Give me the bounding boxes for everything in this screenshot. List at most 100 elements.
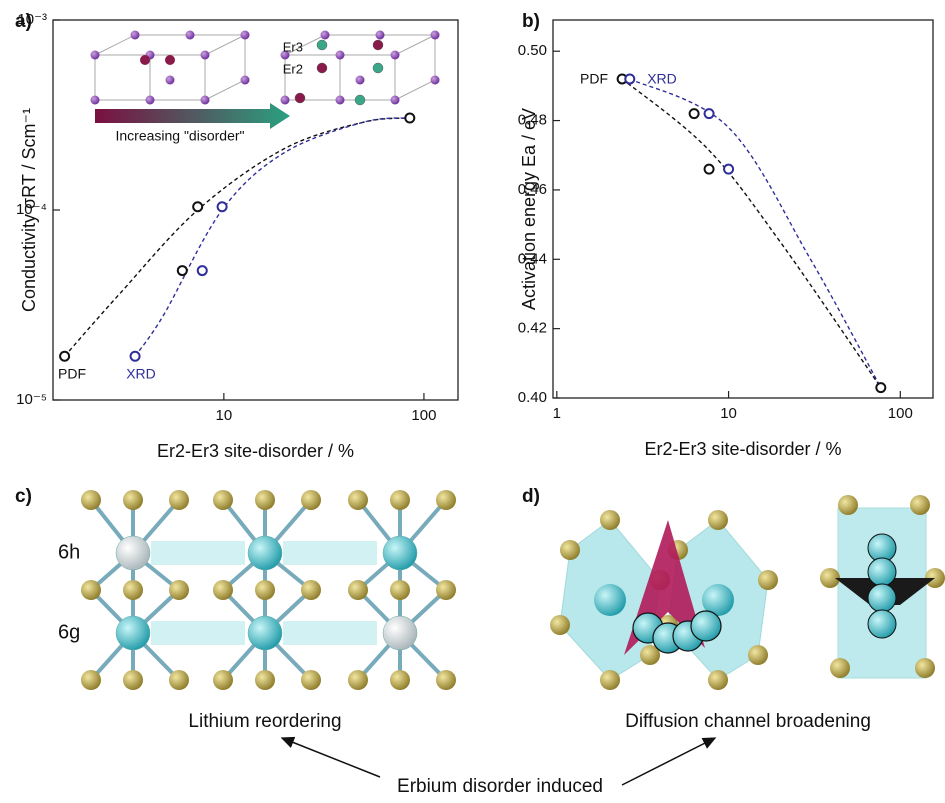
channel (283, 541, 377, 565)
y-tick-label: 0.40 (518, 389, 547, 406)
site-label: 6g (58, 621, 80, 643)
anion (390, 580, 410, 600)
anion (348, 670, 368, 690)
anion (348, 580, 368, 600)
series-label: XRD (126, 366, 156, 382)
anion (830, 658, 850, 678)
anion (81, 580, 101, 600)
inset-arrow (95, 103, 290, 129)
fit-line (135, 118, 410, 356)
anion (560, 540, 580, 560)
lithium (248, 536, 282, 570)
inset-atom (186, 31, 195, 40)
footer: Erbium disorder induced (397, 776, 603, 797)
plot-frame (553, 20, 933, 398)
inset-atom (356, 76, 365, 85)
caption: Lithium reordering (188, 711, 341, 732)
anion (169, 580, 189, 600)
anion (123, 490, 143, 510)
inset-er (317, 63, 327, 73)
caption: Diffusion channel broadening (625, 711, 871, 732)
lithium (868, 610, 896, 638)
figure: d) c) 6h 6g Lithium reordering Diffusion… (0, 0, 945, 803)
inset-er (317, 40, 327, 50)
inset-label: Er2 (283, 61, 303, 76)
inset-atom (376, 31, 385, 40)
fit-line (630, 79, 881, 388)
anion (390, 670, 410, 690)
panel-label: c) (15, 486, 32, 507)
inset-label: Er3 (283, 39, 303, 54)
anion (910, 495, 930, 515)
lithium (594, 584, 626, 616)
arrow (622, 738, 715, 785)
anion (255, 670, 275, 690)
anion (255, 580, 275, 600)
channel (283, 621, 377, 645)
anion (213, 580, 233, 600)
x-tick-label: 10 (216, 407, 233, 424)
anion (81, 670, 101, 690)
data-point (690, 109, 699, 118)
anion (748, 645, 768, 665)
data-point (178, 266, 187, 275)
anion (123, 670, 143, 690)
channel (151, 621, 245, 645)
inset-atom (391, 96, 400, 105)
anion (169, 670, 189, 690)
anion (838, 495, 858, 515)
y-tick-label: 0.50 (518, 42, 547, 59)
y-tick-label: 10⁻⁵ (16, 391, 47, 408)
lithium (691, 611, 721, 641)
anion (600, 670, 620, 690)
inset-atom (336, 51, 345, 60)
data-point (218, 202, 227, 211)
inset-atom (321, 31, 330, 40)
anion (600, 510, 620, 530)
anion (301, 580, 321, 600)
inset-atom (91, 96, 100, 105)
inset-atom (241, 31, 250, 40)
y-axis-label: Conductivity σRT / Scm⁻¹ (19, 108, 39, 312)
y-axis-label: Activation energy Ea / eV (519, 108, 539, 310)
inset-er (373, 40, 383, 50)
x-axis-label: Er2-Er3 site-disorder / % (644, 439, 841, 459)
anion (81, 490, 101, 510)
x-tick-label: 10 (720, 405, 737, 422)
inset-er (373, 63, 383, 73)
anion (915, 658, 935, 678)
arrow (282, 738, 380, 777)
lithium (868, 558, 896, 586)
panel-label: d) (522, 486, 540, 507)
inset-atom (201, 96, 210, 105)
inset-atom (241, 76, 250, 85)
lithium (116, 616, 150, 650)
anion (213, 490, 233, 510)
anion (436, 490, 456, 510)
x-tick-label: 100 (411, 407, 436, 424)
inset-atom (391, 51, 400, 60)
inset-atom (166, 76, 175, 85)
anion (169, 490, 189, 510)
inset-cell (95, 35, 245, 100)
data-point (705, 109, 714, 118)
data-point (405, 113, 414, 122)
x-tick-label: 100 (888, 405, 913, 422)
anion (436, 670, 456, 690)
data-point (131, 352, 140, 361)
anion (213, 670, 233, 690)
data-point (625, 74, 634, 83)
anion (708, 510, 728, 530)
inset-atom (431, 76, 440, 85)
inset-atom (146, 96, 155, 105)
fit-line (622, 79, 881, 388)
lithium (383, 616, 417, 650)
lithium (383, 536, 417, 570)
channel (151, 541, 245, 565)
anion (758, 570, 778, 590)
panel-label: a) (15, 11, 32, 32)
data-point (876, 383, 885, 392)
lithium (248, 616, 282, 650)
x-tick-label: 1 (553, 405, 561, 422)
inset-cell (285, 35, 435, 100)
